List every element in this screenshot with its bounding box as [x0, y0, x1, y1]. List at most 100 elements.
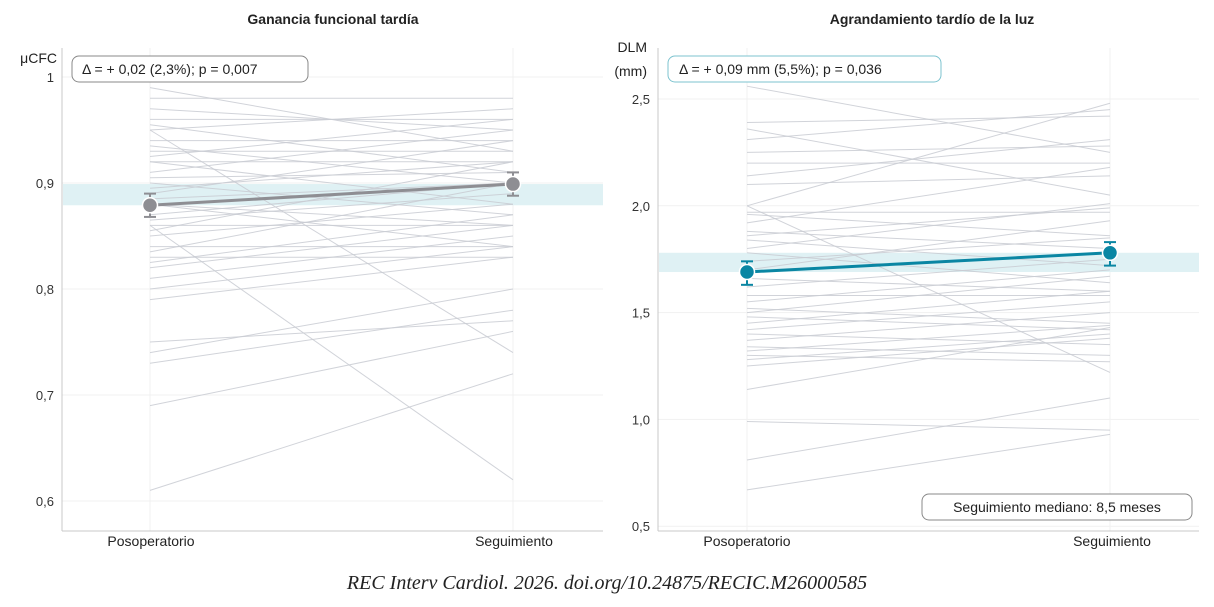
citation: REC Interv Cardiol. 2026. doi.org/10.248… — [346, 572, 868, 594]
individual-line — [746, 139, 1111, 177]
individual-line — [746, 145, 1111, 153]
individual-line — [149, 161, 514, 205]
y-tick-labels-left: 0,6 0,7 0,8 0,9 1 — [36, 70, 54, 509]
y-tick-label: 1,5 — [632, 306, 650, 321]
individual-line — [746, 207, 1111, 237]
individual-line — [746, 102, 1111, 207]
individual-line — [149, 224, 514, 481]
y-tick-label: 0,5 — [632, 519, 650, 534]
individual-line — [149, 288, 514, 354]
y-tick-label: 1 — [47, 70, 54, 85]
individual-line — [746, 175, 1111, 185]
mean-series-right — [738, 241, 1119, 286]
y-tick-label: 0,9 — [36, 176, 54, 191]
individual-line — [149, 235, 514, 279]
individual-line — [746, 312, 1111, 341]
individual-line — [746, 290, 1111, 324]
individual-line — [149, 256, 514, 301]
mean-point — [141, 197, 159, 214]
gridlines-left — [62, 48, 603, 531]
y-tick-label: 0,7 — [36, 388, 54, 403]
y-tick-label: 1,0 — [632, 412, 650, 427]
individual-lines-right — [746, 85, 1111, 491]
individual-line — [149, 330, 514, 407]
individual-line — [746, 316, 1111, 331]
individual-line — [746, 269, 1111, 303]
individual-line — [746, 166, 1111, 224]
individual-line — [746, 324, 1111, 352]
individual-line — [746, 433, 1111, 491]
mean-point — [738, 263, 756, 281]
annotation-box-left — [71, 55, 309, 83]
x-tick-label-posoperatorio-left: Posoperatorio — [107, 533, 194, 549]
individual-line — [149, 214, 514, 263]
individual-line — [149, 373, 514, 491]
individual-line — [746, 109, 1111, 141]
individual-line — [746, 213, 1111, 237]
follow-up-box — [921, 493, 1193, 521]
annotation-text-left: Δ = + 0,02 (2,3%); p = 0,007 — [82, 61, 258, 77]
individual-line — [746, 205, 1111, 373]
chart-title-right: Agrandamiento tardío de la luz — [830, 11, 1035, 27]
individual-line — [149, 193, 514, 221]
individual-line — [149, 161, 514, 189]
mean-line — [149, 182, 514, 207]
y-axis-label-left: μCFC — [20, 50, 57, 66]
individual-line — [149, 246, 514, 290]
individual-line — [149, 309, 514, 364]
individual-line — [746, 275, 1111, 314]
y-tick-label: 0,8 — [36, 282, 54, 297]
individual-line — [746, 115, 1111, 123]
panel-lumen-enlargement: Agrandamiento tardío de la luz 0,5 1,0 1,5… — [614, 11, 1199, 549]
individual-line — [746, 337, 1111, 367]
individual-line — [149, 320, 514, 343]
individual-line — [149, 124, 514, 173]
individual-line — [746, 128, 1111, 196]
individual-line — [746, 237, 1111, 262]
panel-functional-gain: Ganancia funcional tardía 0,60,70,80,91 … — [20, 11, 603, 549]
individual-line — [746, 220, 1111, 271]
individual-lines-left — [149, 87, 514, 491]
x-tick-label-seguimiento-left: Seguimiento — [475, 533, 553, 549]
individual-line — [149, 145, 514, 184]
individual-line — [746, 277, 1111, 292]
individual-line — [746, 333, 1111, 346]
individual-line — [149, 203, 514, 248]
individual-line — [746, 301, 1111, 331]
individual-line — [149, 129, 514, 354]
annotation-box-right — [667, 55, 942, 83]
individual-line — [746, 258, 1111, 288]
individual-line — [149, 182, 514, 200]
x-tick-label-seguimiento-right: Seguimiento — [1073, 533, 1151, 549]
individual-line — [149, 108, 514, 131]
individual-line — [746, 230, 1111, 250]
y-tick-label: 2,0 — [632, 199, 650, 214]
mean-series-left — [141, 171, 522, 218]
individual-line — [746, 346, 1111, 356]
y-axis-label-right-line2: (mm) — [614, 63, 647, 79]
annotation-text-right: Δ = + 0,09 mm (5,5%); p = 0,036 — [679, 61, 882, 77]
individual-line — [149, 140, 514, 195]
y-tick-label: 0,6 — [36, 494, 54, 509]
individual-line — [149, 182, 514, 253]
chart-title-left: Ganancia funcional tardía — [247, 11, 418, 27]
individual-line — [149, 224, 514, 269]
individual-line — [746, 239, 1111, 267]
individual-line — [746, 421, 1111, 431]
individual-line — [149, 203, 514, 226]
y-tick-labels-right: 0,5 1,0 1,5 2,0 2,5 — [632, 92, 650, 534]
mean-point — [504, 175, 522, 193]
y-axis-label-right-line1: DLM — [617, 39, 647, 55]
x-tick-label-posoperatorio-right: Posoperatorio — [703, 533, 790, 549]
mean-point — [1101, 244, 1119, 262]
mean-line — [746, 251, 1111, 274]
y-tick-label: 2,5 — [632, 92, 650, 107]
individual-line — [149, 129, 514, 173]
follow-up-text: Seguimiento mediano: 8,5 meses — [953, 499, 1161, 515]
individual-line — [149, 161, 514, 232]
individual-line — [149, 203, 514, 237]
individual-line — [746, 327, 1111, 390]
individual-line — [149, 118, 514, 157]
individual-line — [746, 203, 1111, 250]
